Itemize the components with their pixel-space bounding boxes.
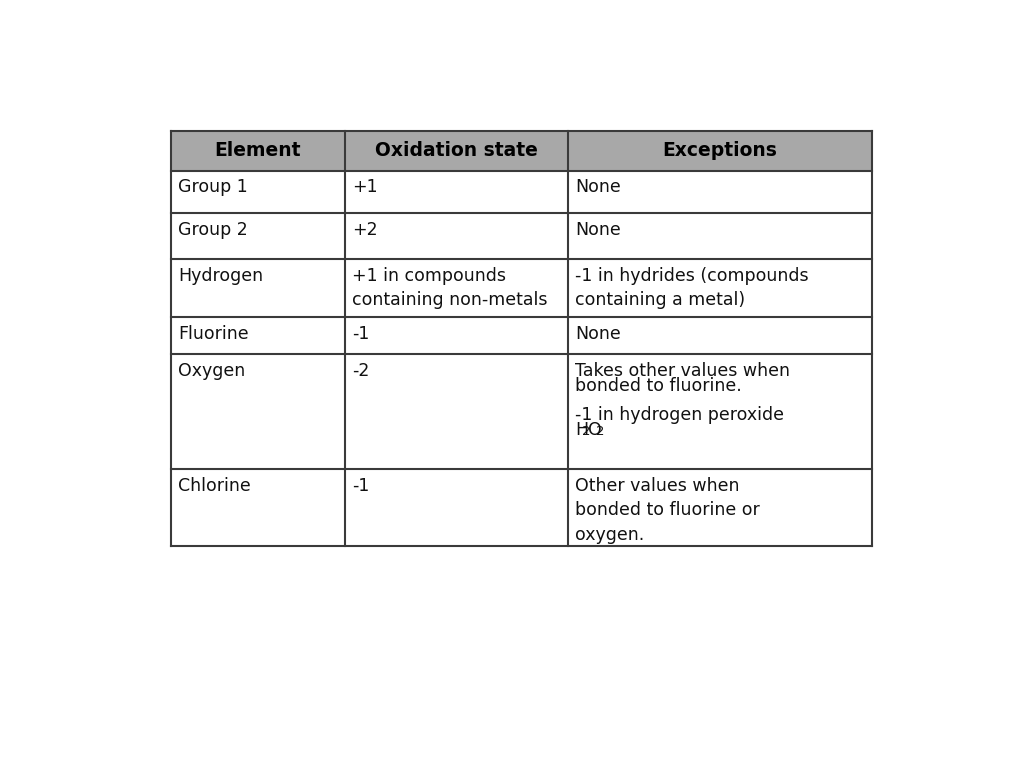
Text: Element: Element (214, 141, 301, 161)
Text: -2: -2 (352, 362, 370, 379)
Text: None: None (575, 178, 622, 197)
Text: -1 in hydrides (compounds
containing a metal): -1 in hydrides (compounds containing a m… (575, 267, 809, 310)
Bar (171, 131, 872, 170)
Text: Chlorine: Chlorine (178, 477, 251, 495)
Bar (171, 354, 872, 469)
Bar (171, 469, 872, 547)
Text: +1 in compounds
containing non-metals: +1 in compounds containing non-metals (352, 267, 548, 310)
Text: None: None (575, 220, 622, 239)
Text: Other values when
bonded to fluorine or
oxygen.: Other values when bonded to fluorine or … (575, 477, 760, 544)
Text: O: O (588, 422, 601, 439)
Text: Oxygen: Oxygen (178, 362, 246, 379)
Text: 2: 2 (583, 425, 591, 439)
Text: +1: +1 (352, 178, 378, 197)
Text: -1: -1 (352, 477, 370, 495)
Text: Fluorine: Fluorine (178, 325, 249, 343)
Text: Oxidation state: Oxidation state (375, 141, 538, 161)
Bar (171, 260, 872, 317)
Text: -1: -1 (352, 325, 370, 343)
Text: Hydrogen: Hydrogen (178, 267, 263, 285)
Text: Group 2: Group 2 (178, 220, 248, 239)
Text: 2: 2 (596, 425, 604, 439)
Bar (171, 170, 872, 213)
Text: Takes other values when: Takes other values when (575, 362, 791, 379)
Bar (171, 317, 872, 354)
Bar (171, 213, 872, 260)
Text: H: H (575, 422, 589, 439)
Text: Exceptions: Exceptions (663, 141, 777, 161)
Text: Group 1: Group 1 (178, 178, 248, 197)
Text: bonded to fluorine.: bonded to fluorine. (575, 376, 742, 395)
Text: +2: +2 (352, 220, 378, 239)
Text: -1 in hydrogen peroxide: -1 in hydrogen peroxide (575, 406, 784, 425)
Text: None: None (575, 325, 622, 343)
